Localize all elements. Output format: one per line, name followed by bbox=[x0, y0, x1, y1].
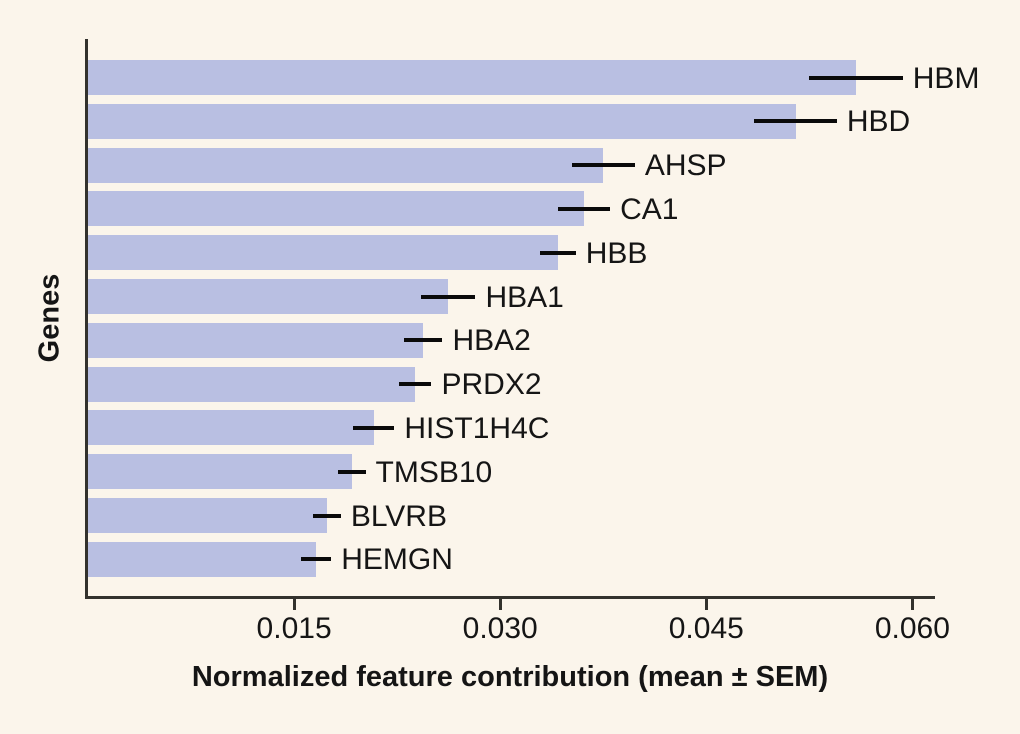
y-axis-spine bbox=[85, 39, 88, 599]
error-bar bbox=[571, 163, 635, 168]
error-bar bbox=[754, 119, 837, 124]
bar bbox=[88, 366, 415, 402]
x-tick-label: 0.060 bbox=[874, 612, 950, 645]
bar bbox=[88, 60, 857, 95]
bar-label: HBD bbox=[846, 105, 911, 139]
bar bbox=[88, 103, 796, 139]
bar bbox=[88, 235, 558, 271]
x-tick-mark bbox=[292, 599, 296, 610]
bar-label: TMSB10 bbox=[375, 455, 493, 489]
bar-label: HBB bbox=[585, 236, 648, 270]
error-bar bbox=[300, 557, 332, 562]
error-bar bbox=[353, 425, 395, 430]
plot-area: HBM HBD AHSP CA1 HBB HBA1 HBA2 PRDX2 HIST1H4C TMS… bbox=[88, 39, 979, 597]
bar-label: HEMGN bbox=[341, 543, 453, 577]
error-bar bbox=[420, 294, 476, 299]
x-tick-label: 0.030 bbox=[462, 612, 538, 645]
x-tick-label: 0.015 bbox=[256, 612, 332, 645]
bar-label: PRDX2 bbox=[441, 368, 542, 402]
bar-label: CA1 bbox=[620, 192, 679, 226]
error-bar bbox=[338, 469, 366, 474]
bar bbox=[88, 191, 584, 227]
bar-label: BLVRB bbox=[350, 499, 447, 533]
x-tick-mark bbox=[498, 599, 502, 610]
x-tick-mark bbox=[704, 599, 708, 610]
error-bar bbox=[404, 338, 443, 343]
bar bbox=[88, 454, 352, 490]
bar bbox=[88, 541, 317, 577]
x-tick-label: 0.045 bbox=[668, 612, 744, 645]
bar-label: HBM bbox=[912, 61, 980, 95]
y-axis-label: Genes bbox=[33, 273, 66, 363]
bar bbox=[88, 498, 328, 533]
x-axis-spine bbox=[85, 596, 935, 599]
x-tick-mark bbox=[910, 599, 914, 610]
error-bar bbox=[809, 75, 903, 80]
bar bbox=[88, 279, 448, 314]
error-bar bbox=[313, 513, 341, 518]
error-bar bbox=[398, 382, 432, 387]
error-bar bbox=[557, 206, 611, 211]
error-bar bbox=[540, 250, 576, 255]
bar bbox=[88, 322, 424, 358]
bar bbox=[88, 410, 374, 446]
bar bbox=[88, 147, 604, 183]
bar-label: AHSP bbox=[644, 149, 727, 183]
bar-label: HBA2 bbox=[452, 324, 531, 358]
bar-label: HIST1H4C bbox=[404, 411, 550, 445]
x-axis-label: Normalized feature contribution (mean ± … bbox=[191, 661, 829, 693]
bar-label: HBA1 bbox=[485, 280, 564, 314]
